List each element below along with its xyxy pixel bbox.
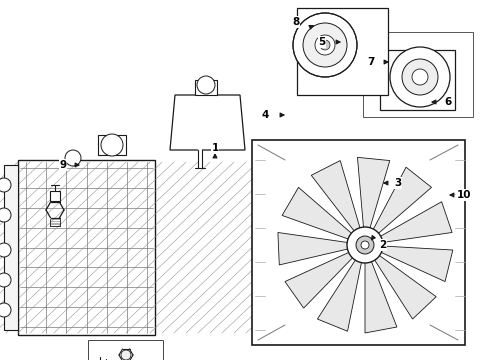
Text: 8: 8 <box>293 17 299 27</box>
Circle shape <box>0 303 11 317</box>
Text: 9: 9 <box>59 160 67 170</box>
Circle shape <box>101 134 123 156</box>
Circle shape <box>315 35 335 55</box>
Polygon shape <box>282 187 354 240</box>
Text: 4: 4 <box>261 110 269 120</box>
Circle shape <box>197 76 215 94</box>
Text: 2: 2 <box>379 240 387 250</box>
Polygon shape <box>358 157 390 231</box>
Circle shape <box>121 350 131 360</box>
Polygon shape <box>278 233 351 265</box>
Circle shape <box>347 227 383 263</box>
Bar <box>380 50 455 110</box>
Circle shape <box>412 69 428 85</box>
Text: 3: 3 <box>394 178 402 188</box>
Bar <box>88 340 163 360</box>
Circle shape <box>65 150 81 166</box>
Polygon shape <box>371 167 432 236</box>
Circle shape <box>0 178 11 192</box>
Circle shape <box>320 40 330 50</box>
Bar <box>367 73 382 87</box>
Bar <box>98 135 126 155</box>
Text: 10: 10 <box>457 190 471 200</box>
Text: 7: 7 <box>368 57 375 67</box>
Circle shape <box>0 273 11 287</box>
Circle shape <box>324 64 336 76</box>
Polygon shape <box>365 258 397 333</box>
Polygon shape <box>378 246 453 282</box>
Circle shape <box>0 208 11 222</box>
Polygon shape <box>372 253 436 319</box>
Bar <box>4 165 18 330</box>
Bar <box>297 8 388 95</box>
Polygon shape <box>311 161 361 234</box>
Circle shape <box>303 23 347 67</box>
Circle shape <box>361 241 369 249</box>
Polygon shape <box>318 257 362 331</box>
Circle shape <box>356 236 374 254</box>
Bar <box>195 80 217 95</box>
Text: 1: 1 <box>211 143 219 153</box>
Text: 5: 5 <box>318 37 326 47</box>
Circle shape <box>320 60 340 80</box>
Bar <box>363 32 473 117</box>
Bar <box>50 191 60 201</box>
Polygon shape <box>310 10 385 90</box>
Polygon shape <box>377 202 452 243</box>
Circle shape <box>0 243 11 257</box>
Bar <box>18 160 155 335</box>
Text: 6: 6 <box>444 97 452 107</box>
Bar <box>252 140 465 345</box>
Circle shape <box>293 13 357 77</box>
Circle shape <box>390 47 450 107</box>
Circle shape <box>276 234 288 246</box>
Circle shape <box>402 59 438 95</box>
Polygon shape <box>170 95 245 150</box>
Polygon shape <box>285 251 355 308</box>
